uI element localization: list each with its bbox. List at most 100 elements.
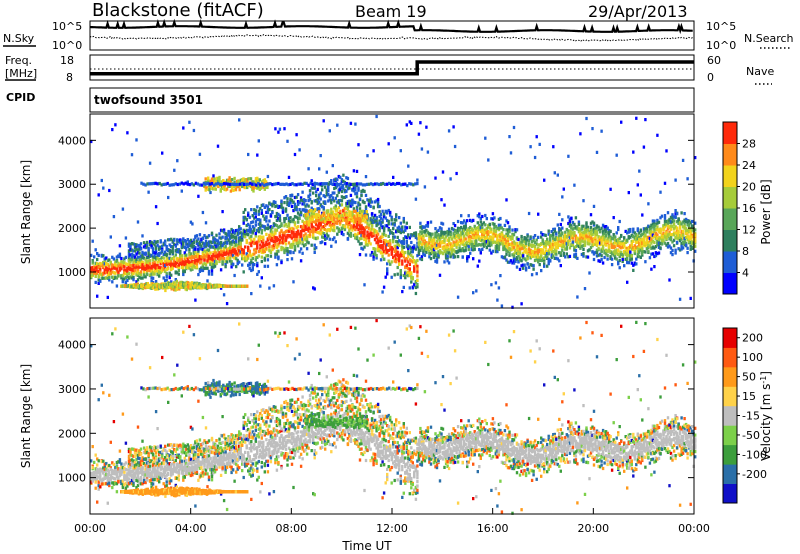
upper-scatter-power-point — [352, 186, 356, 190]
upper-scatter-power-point — [161, 244, 164, 248]
main-band-power-point — [358, 227, 362, 231]
main-band-power-point — [135, 259, 138, 264]
post-step-band-power-point — [595, 250, 599, 255]
upper-scatter-power-point — [399, 231, 402, 235]
upper-scatter-power-point — [238, 231, 241, 235]
main-band-power-point — [321, 235, 324, 239]
noise-power-point — [354, 122, 357, 126]
upper-scatter-power-point — [248, 224, 251, 228]
nsearch-label: N.Search — [744, 32, 794, 45]
post-step-band-power-point — [577, 222, 581, 226]
upper-scatter-power-point — [336, 178, 339, 182]
main-band-power-point — [161, 256, 164, 260]
upper-scatter-power-point — [127, 252, 131, 256]
upper-scatter-power-point — [151, 251, 155, 255]
noise-power-point — [553, 171, 556, 175]
post-step-band-power-point — [571, 243, 575, 247]
post-step-band-power-point — [476, 231, 479, 235]
post-step-band-power-point — [420, 235, 424, 239]
noise-power-point — [127, 244, 131, 248]
main-band-power-point — [145, 268, 149, 272]
upper-scatter-power-point — [379, 213, 383, 217]
main-band-power-point — [96, 257, 99, 262]
post-step-band-power-point — [520, 259, 523, 263]
upper-scatter-power-point — [370, 212, 374, 216]
post-step-band-power-point — [499, 216, 502, 221]
post-step-band-power-point — [547, 252, 550, 256]
main-band-power-point — [194, 260, 197, 264]
main-band-power-point — [416, 264, 419, 268]
upper-scatter-power-point — [378, 210, 381, 214]
freq-panel-frame — [89, 54, 695, 81]
main-band-power-point — [154, 268, 158, 273]
upper-scatter-power-point — [355, 195, 359, 199]
post-step-band-power-point — [644, 250, 647, 254]
main-band-power-point — [372, 252, 375, 256]
noise-power-point — [675, 240, 679, 244]
main-band-power-point — [414, 280, 418, 284]
main-band-power-point — [313, 229, 316, 233]
post-step-band-power-point — [573, 230, 576, 235]
main-band-power-point — [241, 251, 244, 255]
noise-power-point — [447, 129, 451, 133]
upper-scatter-power-point — [228, 236, 232, 240]
main-band-power-point — [247, 248, 250, 252]
main-band-power-point — [379, 235, 383, 239]
upper-scatter-power-point — [218, 236, 221, 240]
upper-scatter-power-point — [159, 251, 162, 255]
upper-scatter-power-point — [158, 253, 161, 257]
main-band-power-point — [408, 273, 411, 277]
main-band-power-point — [369, 231, 372, 235]
main-band-power-point — [156, 273, 159, 277]
main-band-power-point — [269, 254, 273, 258]
main-band-power-point — [355, 222, 359, 227]
upper-scatter-power-point — [407, 233, 410, 237]
main-band-power-point — [281, 235, 285, 240]
main-band-power-point — [274, 242, 277, 247]
noise-power-point — [115, 284, 119, 288]
main-band-power-point — [215, 261, 218, 266]
main-band-power-point — [284, 222, 288, 227]
noise-power-point — [659, 190, 662, 194]
post-step-band-power-point — [420, 237, 424, 241]
main-band-power-point — [99, 261, 102, 266]
upper-scatter-power-point — [144, 252, 147, 256]
post-step-band-power-point — [535, 272, 538, 276]
main-band-power-point — [127, 276, 131, 280]
main-band-power-point — [293, 234, 297, 238]
post-step-band-power-point — [630, 257, 633, 261]
main-band-power-point — [271, 226, 274, 230]
main-band-power-point — [331, 210, 334, 214]
main-band-power-point — [185, 253, 188, 257]
main-band-power-point — [367, 223, 371, 227]
noise-power-point — [656, 133, 659, 137]
post-step-band-power-point — [659, 246, 662, 250]
main-band-power-point — [188, 256, 191, 260]
post-step-band-power-point — [447, 261, 451, 265]
main-band-power-point — [247, 254, 250, 258]
noise-power-point — [256, 153, 259, 157]
main-band-power-point — [272, 239, 276, 244]
noise-power-point — [420, 147, 424, 151]
upper-scatter-power-point — [183, 239, 186, 243]
upper-scatter-power-point — [197, 242, 200, 246]
main-band-power-point — [364, 235, 368, 239]
main-band-power-point — [389, 245, 392, 249]
main-band-power-point — [272, 235, 276, 239]
main-band-power-point — [253, 263, 256, 267]
noise-power-point — [386, 243, 389, 247]
upper-scatter-power-point — [254, 215, 257, 219]
noise-power-point — [364, 175, 368, 179]
main-band-power-point — [399, 254, 402, 258]
post-step-band-power-point — [426, 221, 430, 225]
upper-scatter-power-point — [386, 218, 389, 223]
main-band-power-point — [141, 276, 144, 280]
upper-scatter-power-point — [396, 229, 399, 233]
main-band-power-point — [352, 207, 356, 211]
upper-scatter-power-point — [191, 244, 194, 248]
upper-scatter-power-point — [358, 203, 362, 207]
main-band-power-point — [148, 273, 152, 277]
main-band-power-point — [260, 240, 263, 244]
main-band-power-point — [158, 258, 161, 262]
noise-power-point — [194, 298, 197, 302]
